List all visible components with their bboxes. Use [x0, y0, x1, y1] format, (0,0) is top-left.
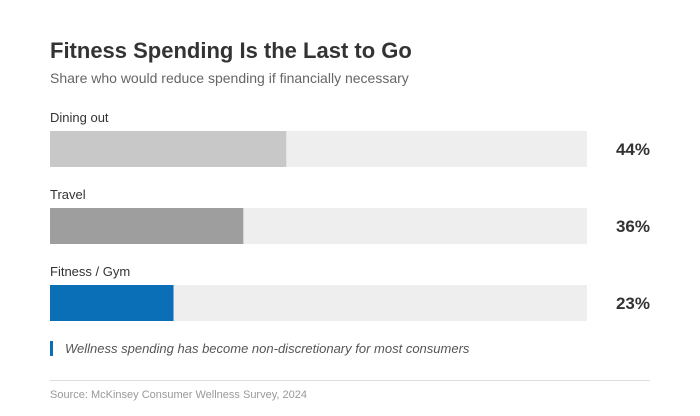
chart-subtitle: Share who would reduce spending if finan… [50, 70, 409, 86]
value-label-fitness-gym: 23% [616, 294, 650, 313]
annotation-note: Wellness spending has become non-discret… [50, 341, 469, 356]
divider [50, 380, 650, 381]
value-label-dining-out: 44% [616, 140, 650, 159]
chart-title: Fitness Spending Is the Last to Go [50, 38, 412, 63]
bar-travel [50, 208, 244, 244]
value-label-travel: 36% [616, 217, 650, 236]
bar-dining-out [50, 131, 287, 167]
category-label-dining-out: Dining out [50, 110, 109, 125]
source-note: Source: McKinsey Consumer Wellness Surve… [50, 389, 307, 401]
category-label-fitness-gym: Fitness / Gym [50, 264, 130, 279]
category-label-travel: Travel [50, 187, 86, 202]
bar-fitness-gym [50, 285, 174, 321]
bar-chart: Dining out 44% Travel 36% Fitness / Gym 23% [50, 110, 650, 321]
